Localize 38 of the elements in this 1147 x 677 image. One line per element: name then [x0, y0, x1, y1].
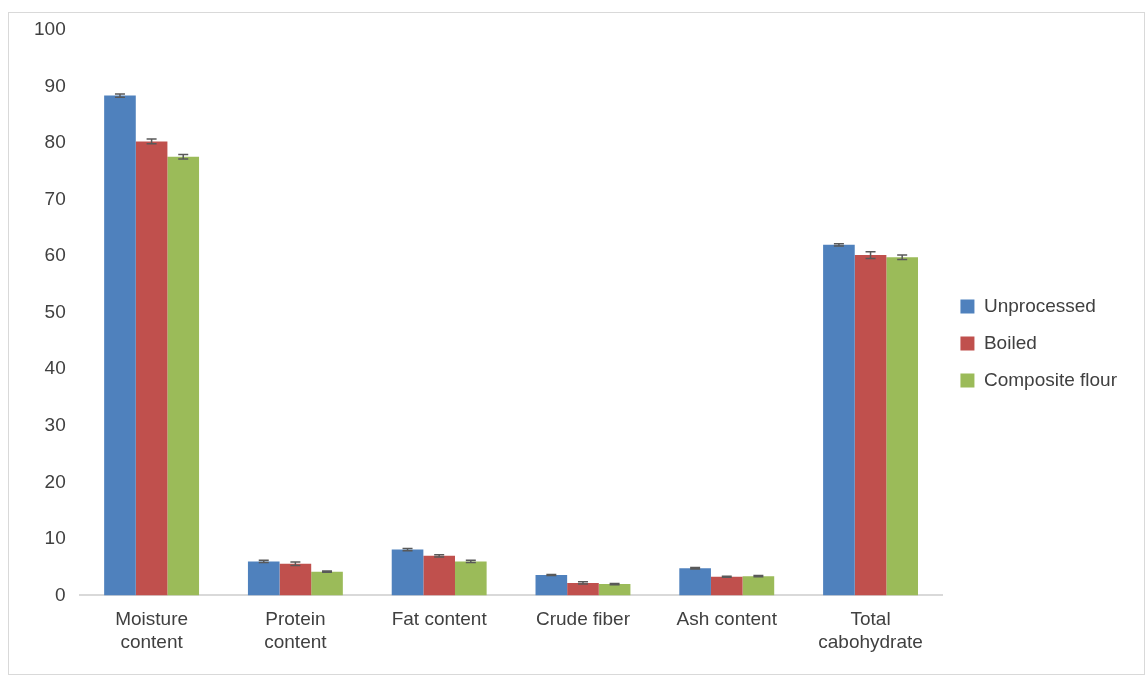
y-tick-label: 100 — [34, 18, 66, 40]
legend-label: Boiled — [983, 331, 1037, 353]
x-tick-label: Protein content — [264, 608, 328, 652]
bar — [679, 568, 711, 596]
bar — [104, 95, 136, 596]
legend-label: Composite flour — [983, 368, 1118, 390]
bar — [535, 575, 568, 596]
y-tick-label: 60 — [44, 244, 66, 266]
bar — [886, 257, 918, 596]
bar — [454, 561, 487, 596]
y-tick-label: 0 — [55, 583, 66, 605]
bar — [279, 563, 312, 596]
y-tick-label: 90 — [44, 74, 66, 96]
y-tick-label: 30 — [44, 414, 66, 436]
x-tick-label: Crude fiber — [535, 608, 631, 630]
y-tick-label: 20 — [44, 470, 66, 492]
y-tick-label: 70 — [44, 187, 66, 209]
bar — [391, 549, 424, 596]
y-tick-label: 80 — [44, 131, 66, 153]
bar — [598, 584, 631, 596]
bar — [710, 576, 743, 596]
y-tick-label: 10 — [44, 527, 66, 549]
x-tick-label: Ash content — [676, 608, 778, 630]
bar — [247, 561, 280, 596]
x-tick-label: Total cabohydrate — [818, 608, 923, 652]
y-tick-label: 50 — [44, 300, 66, 322]
bar — [135, 141, 168, 596]
bar — [311, 571, 343, 596]
bar — [423, 555, 455, 596]
bar — [823, 244, 855, 596]
bar — [742, 576, 775, 596]
bar — [167, 156, 200, 596]
bar — [854, 255, 887, 596]
y-tick-label: 40 — [44, 357, 66, 379]
x-tick-label: Fat content — [391, 608, 488, 630]
bar — [567, 582, 599, 596]
legend-label: Unprocessed — [983, 294, 1096, 316]
x-tick-label: Moisture content — [115, 608, 189, 652]
